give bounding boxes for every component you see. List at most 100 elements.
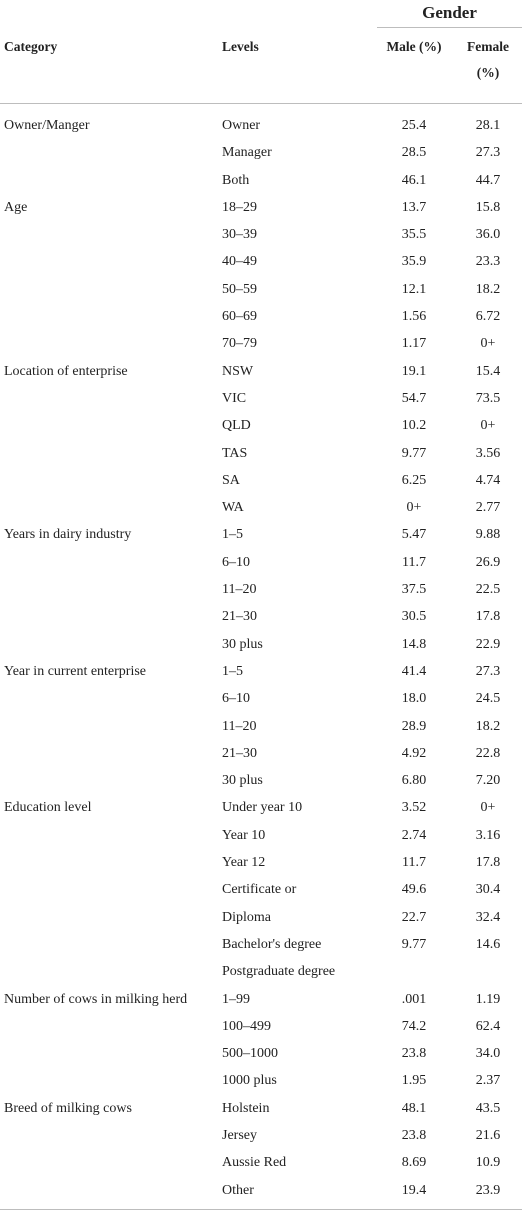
male-percent-cell: 37.5 bbox=[401, 582, 427, 598]
female-percent-cell: 6.72 bbox=[475, 309, 501, 325]
level-cell: Postgraduate degree bbox=[222, 964, 336, 980]
male-percent-cell: 1.95 bbox=[401, 1073, 427, 1089]
level-cell: 21–30 bbox=[222, 609, 257, 625]
level-cell: TAS bbox=[222, 445, 248, 461]
level-cell: Under year 10 bbox=[222, 800, 303, 816]
female-percent-cell: 22.9 bbox=[475, 636, 501, 652]
female-percent-cell: 43.5 bbox=[475, 1100, 501, 1116]
table-row: 11–20 28.9 18.2 bbox=[0, 713, 522, 740]
female-percent-cell: 2.77 bbox=[475, 500, 501, 516]
female-percent-cell: 21.6 bbox=[475, 1127, 501, 1143]
female-percent-cell: 27.3 bbox=[475, 663, 501, 679]
male-percent-cell: .001 bbox=[401, 991, 427, 1007]
column-header-male: Male (%) bbox=[386, 39, 442, 54]
table-row: 30–39 35.5 36.0 bbox=[0, 221, 522, 248]
category-cell: Breed of milking cows bbox=[4, 1100, 132, 1116]
category-cell: Owner/Manger bbox=[4, 118, 90, 133]
female-percent-cell: 4.74 bbox=[475, 472, 501, 488]
male-percent-cell: 3.52 bbox=[401, 800, 427, 816]
male-percent-cell: 54.7 bbox=[401, 390, 427, 406]
level-cell: 500–1000 bbox=[222, 1046, 278, 1062]
level-cell: 40–49 bbox=[222, 254, 257, 270]
female-percent-cell: 0+ bbox=[480, 336, 496, 352]
level-cell: 11–20 bbox=[222, 718, 257, 734]
female-percent-cell: 1.19 bbox=[475, 991, 501, 1007]
level-cell: 21–30 bbox=[222, 745, 257, 761]
level-cell: 11–20 bbox=[222, 582, 257, 598]
female-percent-cell: 3.16 bbox=[475, 827, 501, 843]
level-cell: QLD bbox=[222, 418, 251, 434]
level-cell: 30–39 bbox=[222, 227, 257, 243]
level-cell: Aussie Red bbox=[222, 1155, 287, 1171]
female-percent-cell: 30.4 bbox=[475, 882, 501, 898]
level-cell: 70–79 bbox=[222, 336, 257, 352]
female-percent-cell: 62.4 bbox=[475, 1018, 501, 1034]
male-percent-cell: 23.8 bbox=[401, 1127, 427, 1143]
female-percent-cell: 0+ bbox=[480, 418, 496, 434]
male-percent-cell: 18.0 bbox=[401, 691, 427, 707]
male-percent-cell: 28.5 bbox=[401, 145, 427, 161]
male-percent-cell: 35.5 bbox=[401, 227, 427, 243]
level-cell: 6–10 bbox=[222, 554, 250, 570]
category-cell: Year in current enterprise bbox=[4, 663, 147, 679]
female-percent-cell: 27.3 bbox=[475, 145, 501, 161]
category-cell: Location of enterprise bbox=[4, 363, 128, 379]
level-cell: 6–10 bbox=[222, 691, 250, 707]
male-percent-cell: 9.77 bbox=[401, 936, 427, 952]
female-percent-cell: 3.56 bbox=[475, 445, 501, 461]
header-rule bbox=[0, 103, 522, 104]
table-row: Location of enterprise NSW 19.1 15.4 bbox=[0, 358, 522, 385]
female-percent-cell: 17.8 bbox=[475, 609, 501, 625]
male-percent-cell: 6.80 bbox=[401, 773, 427, 789]
level-cell: Certificate or bbox=[222, 882, 297, 898]
male-percent-cell: 2.74 bbox=[401, 827, 427, 843]
table-row: QLD 10.2 0+ bbox=[0, 412, 522, 439]
table-row: 30 plus 6.80 7.20 bbox=[0, 767, 522, 794]
table-row: TAS 9.77 3.56 bbox=[0, 440, 522, 467]
level-cell: VIC bbox=[222, 390, 247, 406]
table-row: 30 plus 14.8 22.9 bbox=[0, 631, 522, 658]
female-percent-cell: 18.2 bbox=[475, 718, 501, 734]
male-percent-cell: 49.6 bbox=[401, 882, 427, 898]
table-row: 6–10 18.0 24.5 bbox=[0, 685, 522, 712]
female-percent-cell: 73.5 bbox=[475, 390, 501, 406]
table-row: Manager 28.5 27.3 bbox=[0, 139, 522, 166]
female-percent-cell: 14.6 bbox=[475, 936, 501, 952]
level-cell: 60–69 bbox=[222, 309, 257, 325]
male-percent-cell: 6.25 bbox=[401, 472, 427, 488]
male-percent-cell: 19.1 bbox=[401, 363, 427, 379]
female-percent-cell: 2.37 bbox=[475, 1073, 501, 1089]
table-row: Both 46.1 44.7 bbox=[0, 167, 522, 194]
category-cell: Years in dairy industry bbox=[4, 527, 132, 543]
table-row: Aussie Red 8.69 10.9 bbox=[0, 1149, 522, 1176]
category-cell: Number of cows in milking herd bbox=[4, 991, 188, 1007]
level-cell: 1–5 bbox=[222, 663, 243, 679]
female-percent-cell: 15.4 bbox=[475, 363, 501, 379]
male-percent-cell: 11.7 bbox=[402, 554, 426, 570]
table-row: 21–30 30.5 17.8 bbox=[0, 603, 522, 630]
level-cell: Other bbox=[222, 1182, 254, 1198]
level-cell: Jersey bbox=[222, 1127, 257, 1143]
table-row: 50–59 12.1 18.2 bbox=[0, 276, 522, 303]
table-row: Diploma 22.7 32.4 bbox=[0, 904, 522, 931]
bottom-rule bbox=[0, 1209, 522, 1210]
table-row: Year in current enterprise 1–5 41.4 27.3 bbox=[0, 658, 522, 685]
level-cell: 100–499 bbox=[222, 1018, 271, 1034]
male-percent-cell: 74.2 bbox=[401, 1018, 427, 1034]
table-row: 11–20 37.5 22.5 bbox=[0, 576, 522, 603]
column-header-female: Female (%) bbox=[454, 34, 522, 86]
table-row: Education level Under year 10 3.52 0+ bbox=[0, 794, 522, 821]
female-percent-cell: 15.8 bbox=[475, 199, 501, 215]
male-percent-cell: 14.8 bbox=[401, 636, 427, 652]
male-percent-cell: 48.1 bbox=[401, 1100, 427, 1116]
level-cell: Manager bbox=[222, 145, 272, 161]
category-cell: Age bbox=[4, 199, 28, 215]
column-header-female-line2: (%) bbox=[476, 65, 500, 80]
level-cell: Year 10 bbox=[222, 827, 266, 843]
female-percent-cell: 44.7 bbox=[475, 172, 501, 188]
female-percent-cell: 32.4 bbox=[475, 909, 501, 925]
level-cell: 30 plus bbox=[222, 773, 263, 789]
female-percent-cell: 36.0 bbox=[475, 227, 501, 243]
level-cell: 1000 plus bbox=[222, 1073, 277, 1089]
